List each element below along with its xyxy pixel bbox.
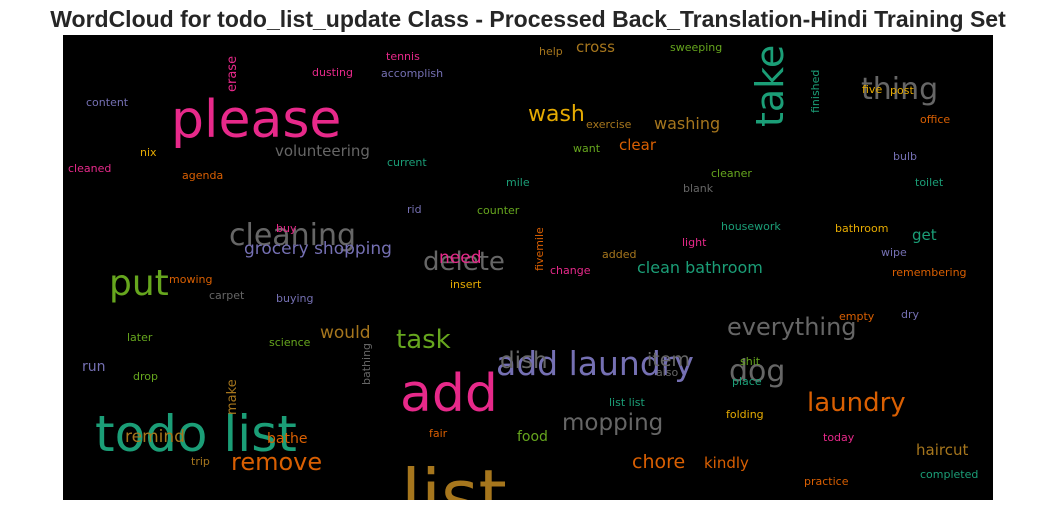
word-five: five (862, 83, 882, 96)
word-sweeping: sweeping (670, 41, 722, 54)
word-bathing: bathing (360, 343, 373, 385)
word-grocery-shopping: grocery shopping (244, 239, 392, 259)
word-today: today (823, 431, 855, 444)
word-accomplish: accomplish (381, 67, 443, 80)
word-added: added (602, 248, 636, 261)
word-housework: housework (721, 220, 781, 233)
word-exercise: exercise (586, 118, 632, 131)
word-cleaning: cleaning (229, 218, 356, 253)
word-cleaned: cleaned (68, 162, 111, 175)
word-dry: dry (901, 308, 920, 321)
word-wipe: wipe (881, 246, 907, 259)
word-item: item (647, 349, 690, 371)
word-list-list: list list (609, 396, 645, 409)
word-later: later (127, 331, 153, 344)
word-put: put (109, 263, 169, 304)
word-science: science (269, 336, 311, 349)
word-buy: buy (276, 222, 297, 235)
word-cross: cross (576, 38, 615, 56)
word-bathroom: bathroom (835, 222, 888, 235)
word-food: food (517, 429, 548, 445)
word-make: make (225, 379, 240, 415)
word-bathe: bathe (267, 431, 307, 447)
word-fivemile: fivemile (533, 227, 546, 271)
word-agenda: agenda (182, 169, 223, 182)
word-task: task (396, 325, 451, 355)
word-completed: completed (920, 468, 978, 481)
word-run: run (82, 359, 106, 375)
word-post: post (890, 84, 914, 97)
word-shit: shit (740, 355, 761, 368)
word-rid: rid (407, 203, 422, 216)
word-remove: remove (231, 448, 322, 476)
word-content: content (86, 96, 129, 109)
word-finished: finished (809, 70, 822, 113)
word-cleaner: cleaner (711, 167, 752, 180)
word-want: want (573, 142, 601, 155)
word-mowing: mowing (169, 273, 212, 286)
word-mopping: mopping (562, 410, 663, 436)
word-counter: counter (477, 204, 520, 217)
word-empty: empty (839, 310, 875, 323)
word-buying: buying (276, 292, 313, 305)
word-washing: washing (654, 114, 720, 133)
word-delete: delete (423, 247, 505, 277)
word-volunteering: volunteering (275, 142, 370, 160)
word-wash: wash (528, 102, 585, 127)
word-list: list (401, 454, 507, 500)
word-thing: thing (861, 72, 938, 107)
word-insert: insert (450, 278, 482, 291)
word-please: please (171, 90, 341, 150)
word-add-laundry: add laundry (496, 344, 694, 383)
word-cloud: list todo list please add add laundry cleanin… (63, 35, 993, 500)
word-would: would (320, 323, 371, 343)
word-chore: chore (632, 451, 685, 473)
word-take: take (748, 45, 792, 127)
word-remind: remind (125, 427, 185, 447)
word-carpet: carpet (209, 289, 245, 302)
word-tennis: tennis (386, 50, 420, 63)
word-everything: everything (727, 313, 857, 341)
chart-title: WordCloud for todo_list_update Class - P… (50, 6, 1006, 32)
word-toilet: toilet (915, 176, 944, 189)
word-current: current (387, 156, 427, 169)
word-blank: blank (683, 182, 714, 195)
word-bulb: bulb (893, 150, 917, 163)
word-kindly: kindly (704, 454, 749, 472)
word-also: also (656, 366, 679, 379)
word-dish: dish (500, 348, 548, 374)
word-dusting: dusting (312, 66, 353, 79)
word-light: light (682, 236, 707, 249)
word-nix: nix (140, 146, 157, 159)
word-folding: folding (726, 408, 764, 421)
word-trip: trip (191, 455, 210, 468)
word-clean-bathroom: clean bathroom (637, 258, 763, 277)
word-remembering: remembering (892, 266, 967, 279)
word-place: place (732, 375, 762, 388)
word-office: office (920, 113, 950, 126)
word-haircut: haircut (916, 441, 968, 459)
word-mile: mile (506, 176, 530, 189)
word-get: get (912, 226, 937, 244)
word-help: help (539, 45, 563, 58)
word-fair: fair (429, 427, 448, 440)
word-dog: dog (729, 354, 785, 389)
word-erase: erase (225, 56, 240, 92)
word-drop: drop (133, 370, 158, 383)
word-practice: practice (804, 475, 849, 488)
word-laundry: laundry (807, 388, 906, 418)
word-change: change (550, 264, 591, 277)
word-todo-list: todo list (95, 405, 297, 463)
word-add: add (400, 364, 498, 424)
word-need: need (439, 248, 481, 268)
word-clear: clear (619, 136, 657, 154)
